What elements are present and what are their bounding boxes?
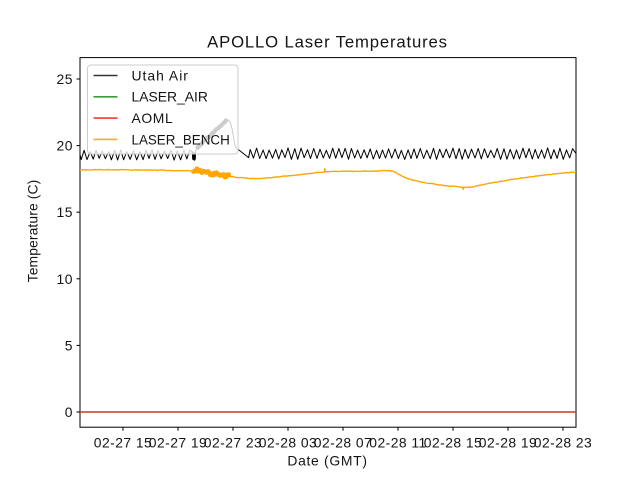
svg-text:Date (GMT): Date (GMT)	[287, 452, 367, 468]
svg-text:02-27 23: 02-27 23	[204, 434, 262, 450]
svg-text:02-28 15: 02-28 15	[424, 434, 482, 450]
svg-text:LASER_AIR: LASER_AIR	[132, 89, 208, 105]
svg-text:Utah Air: Utah Air	[132, 67, 189, 83]
svg-text:Temperature (C): Temperature (C)	[25, 180, 41, 283]
svg-text:02-28 23: 02-28 23	[534, 434, 592, 450]
svg-text:10: 10	[57, 271, 73, 287]
svg-text:02-28 07: 02-28 07	[314, 434, 372, 450]
svg-text:02-27 15: 02-27 15	[94, 434, 152, 450]
svg-text:15: 15	[57, 204, 73, 220]
svg-text:25: 25	[57, 71, 73, 87]
svg-text:02-28 03: 02-28 03	[259, 434, 317, 450]
svg-text:02-28 19: 02-28 19	[479, 434, 537, 450]
svg-text:LASER_BENCH: LASER_BENCH	[132, 132, 230, 147]
svg-text:5: 5	[65, 337, 73, 353]
svg-text:AOML: AOML	[132, 110, 174, 126]
svg-text:02-28 11: 02-28 11	[369, 434, 426, 450]
svg-text:0: 0	[65, 404, 73, 420]
svg-text:02-27 19: 02-27 19	[149, 434, 207, 450]
svg-text:APOLLO Laser Temperatures: APOLLO Laser Temperatures	[207, 33, 448, 52]
svg-text:20: 20	[57, 138, 73, 154]
